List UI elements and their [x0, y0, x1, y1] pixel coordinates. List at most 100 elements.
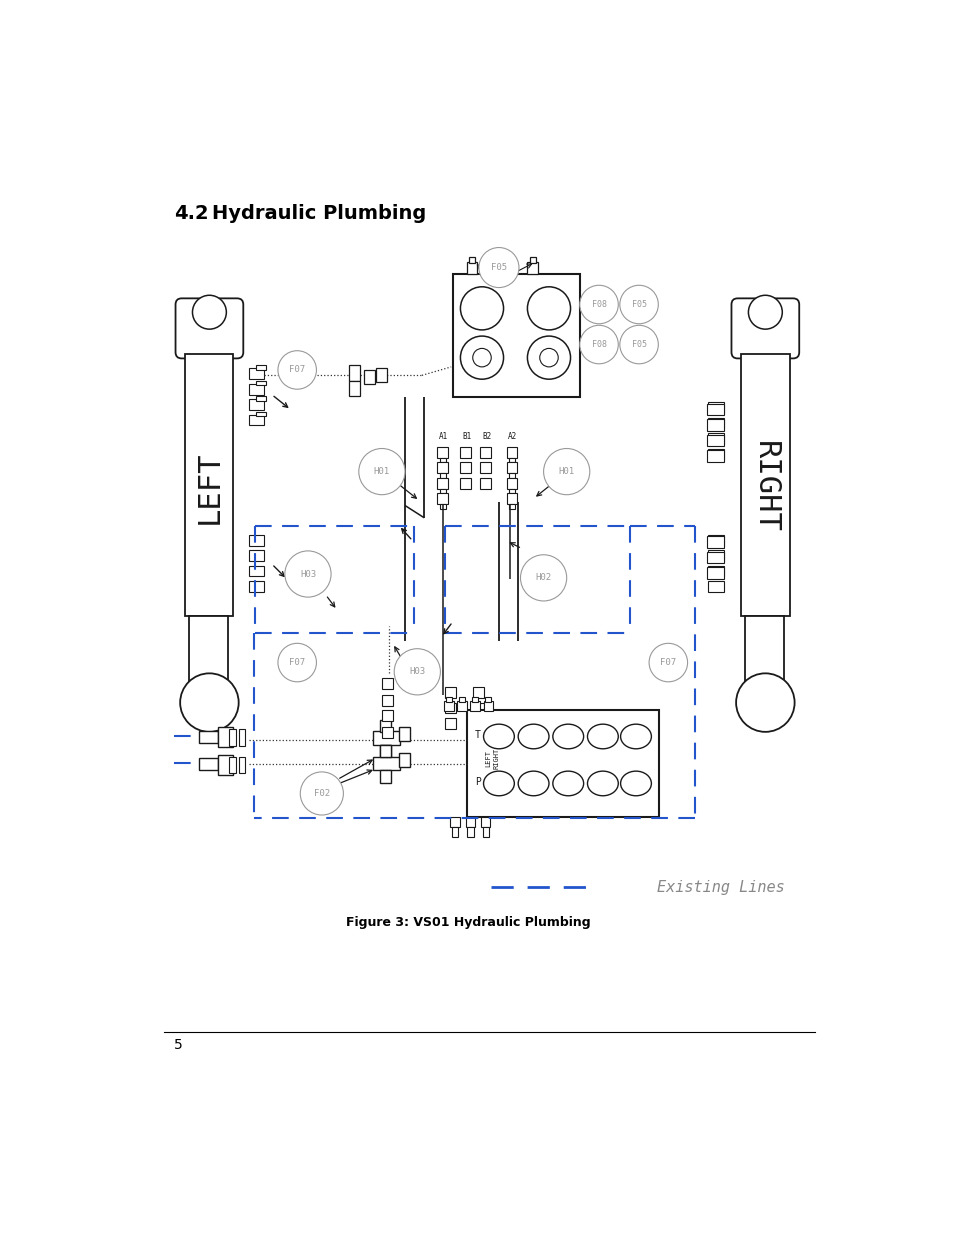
Bar	[249, 399, 264, 410]
Bar	[249, 566, 264, 577]
Bar	[190, 615, 228, 685]
Bar	[708, 448, 723, 459]
Bar	[381, 678, 393, 689]
Bar	[436, 462, 448, 473]
Bar	[380, 745, 391, 757]
Bar	[439, 504, 445, 509]
Text: Hydraulic Plumbing: Hydraulic Plumbing	[213, 204, 426, 222]
Bar	[256, 366, 265, 370]
Bar	[198, 731, 217, 743]
Bar	[706, 404, 723, 415]
Bar	[256, 396, 265, 401]
Bar	[249, 384, 264, 395]
Bar	[508, 473, 515, 478]
Circle shape	[180, 673, 238, 732]
Bar	[444, 687, 456, 698]
Text: B2: B2	[481, 432, 491, 441]
Text: F07: F07	[289, 658, 305, 667]
Bar	[706, 536, 723, 548]
Bar	[482, 827, 488, 836]
Bar	[444, 718, 456, 729]
Text: Existing Lines: Existing Lines	[656, 879, 783, 895]
Bar	[480, 816, 490, 827]
Circle shape	[460, 287, 503, 330]
Bar	[381, 727, 393, 739]
Text: F02: F02	[314, 789, 330, 798]
Bar	[380, 771, 391, 783]
Bar	[364, 370, 375, 384]
Circle shape	[527, 287, 570, 330]
Text: A2: A2	[508, 432, 517, 441]
Circle shape	[648, 643, 687, 682]
Ellipse shape	[587, 771, 618, 795]
Bar	[508, 489, 515, 493]
Circle shape	[748, 295, 781, 330]
Text: H01: H01	[558, 467, 574, 477]
Bar	[373, 731, 399, 745]
Bar	[375, 368, 386, 383]
Bar	[460, 447, 471, 458]
Circle shape	[520, 555, 566, 601]
Bar	[450, 816, 459, 827]
Bar	[436, 447, 448, 458]
Bar	[706, 435, 723, 446]
Ellipse shape	[620, 771, 651, 795]
Circle shape	[394, 648, 440, 695]
Bar	[436, 478, 448, 489]
Bar	[508, 504, 515, 509]
Text: T: T	[475, 730, 480, 740]
Bar	[380, 720, 391, 732]
Bar	[708, 550, 723, 561]
Bar	[458, 698, 464, 701]
Bar	[380, 745, 391, 757]
Bar	[439, 489, 445, 493]
FancyBboxPatch shape	[175, 299, 243, 358]
Ellipse shape	[517, 771, 548, 795]
Circle shape	[527, 336, 570, 379]
Bar	[473, 703, 483, 714]
Bar	[480, 478, 491, 489]
Bar	[453, 274, 579, 396]
Bar	[506, 447, 517, 458]
Ellipse shape	[483, 771, 514, 795]
Text: Figure 3: VS01 Hydraulic Plumbing: Figure 3: VS01 Hydraulic Plumbing	[345, 915, 590, 929]
Bar	[444, 701, 453, 711]
Circle shape	[473, 348, 491, 367]
Ellipse shape	[552, 771, 583, 795]
Bar	[460, 462, 471, 473]
Bar	[238, 729, 245, 746]
Bar	[484, 698, 491, 701]
Bar	[708, 580, 723, 592]
Bar	[439, 473, 445, 478]
FancyBboxPatch shape	[731, 299, 799, 358]
Ellipse shape	[517, 724, 548, 748]
Bar	[744, 615, 783, 685]
Circle shape	[285, 551, 331, 597]
Bar	[506, 462, 517, 473]
Text: F08: F08	[591, 340, 606, 350]
Circle shape	[543, 448, 589, 495]
Text: F05: F05	[631, 340, 646, 350]
Bar	[217, 755, 233, 776]
Bar	[473, 687, 483, 698]
Bar	[708, 403, 723, 412]
Bar	[452, 827, 457, 836]
Bar	[506, 478, 517, 489]
Bar	[706, 419, 723, 431]
Bar	[256, 380, 265, 385]
Circle shape	[300, 772, 343, 815]
Bar	[467, 827, 473, 836]
Circle shape	[277, 351, 316, 389]
Bar	[445, 698, 452, 701]
Bar	[444, 703, 456, 714]
Text: 4.2: 4.2	[173, 204, 209, 222]
Bar	[456, 701, 466, 711]
Text: F07: F07	[289, 366, 305, 374]
Bar	[229, 729, 235, 746]
Text: A1: A1	[438, 432, 448, 441]
Text: 5: 5	[173, 1039, 183, 1052]
Bar	[229, 757, 235, 773]
Bar	[381, 695, 393, 705]
Text: LEFT: LEFT	[194, 451, 224, 524]
Bar	[473, 718, 483, 729]
